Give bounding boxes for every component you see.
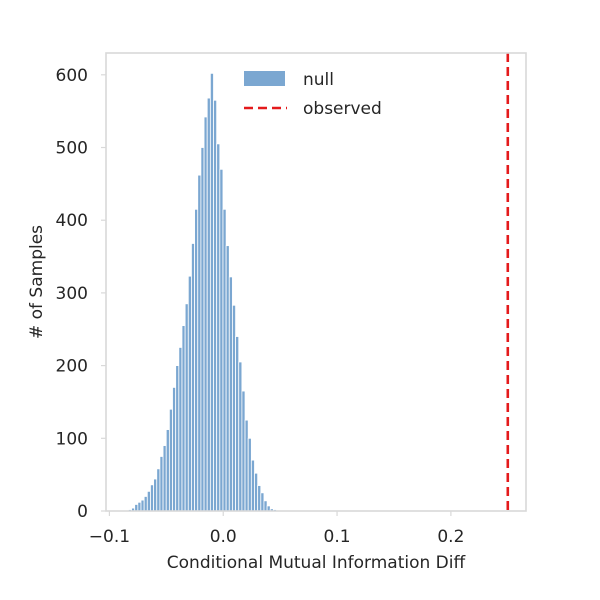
y-tick-label: 100 — [56, 429, 88, 449]
x-tick-label: −0.1 — [89, 527, 130, 547]
histogram-bar — [197, 174, 202, 512]
histogram-bars — [124, 72, 284, 512]
y-tick-label: 200 — [56, 357, 88, 377]
histogram-bar — [247, 437, 252, 512]
legend-observed-label: observed — [303, 99, 382, 119]
legend-null-swatch — [244, 71, 285, 86]
histogram-bar — [260, 492, 265, 512]
histogram-bar — [143, 496, 148, 512]
histogram-bar — [200, 147, 205, 512]
histogram-bar — [203, 116, 208, 512]
histogram-bar — [206, 97, 211, 512]
histogram-bar — [238, 361, 243, 512]
histogram-bar — [168, 408, 173, 512]
y-axis-ticks: 0 100 200 300 400 500 600 — [56, 66, 106, 522]
histogram-bar — [241, 390, 246, 512]
histogram-bar — [184, 303, 189, 512]
y-tick-label: 400 — [56, 211, 88, 231]
histogram-bar — [156, 468, 161, 512]
histogram-bar — [219, 168, 224, 512]
histogram-bar — [194, 208, 199, 512]
histogram-bar — [187, 275, 192, 512]
histogram-bar — [225, 245, 230, 512]
histogram-bar — [172, 387, 177, 512]
histogram-bar — [263, 500, 268, 512]
y-tick-label: 500 — [56, 139, 88, 159]
histogram-bar — [165, 429, 170, 512]
histogram-bar — [178, 347, 183, 512]
histogram-bar — [216, 143, 221, 512]
x-tick-label: 0.0 — [210, 527, 237, 547]
histogram-bar — [235, 336, 240, 512]
y-tick-label: 0 — [77, 502, 88, 522]
histogram-bar — [159, 456, 164, 512]
histogram-bar — [150, 484, 155, 512]
histogram-bar — [257, 485, 262, 512]
histogram-bar — [140, 499, 145, 512]
x-axis-label: Conditional Mutual Information Diff — [167, 553, 467, 573]
histogram-bar — [153, 478, 158, 512]
histogram-bar — [213, 99, 218, 512]
x-tick-label: 0.1 — [324, 527, 351, 547]
histogram-bar — [244, 419, 249, 512]
x-tick-label: 0.2 — [437, 527, 464, 547]
histogram-bar — [146, 490, 151, 512]
legend: null observed — [244, 70, 382, 119]
histogram-bar — [254, 472, 259, 512]
histogram-bar — [137, 501, 142, 512]
histogram-bar — [222, 208, 227, 512]
x-axis-ticks: −0.1 0.0 0.1 0.2 — [89, 511, 464, 547]
y-tick-label: 300 — [56, 284, 88, 304]
plot-frame — [105, 52, 527, 512]
histogram-bar — [232, 304, 236, 512]
histogram-bar — [250, 459, 255, 512]
legend-null-label: null — [303, 70, 334, 90]
histogram-bar — [181, 325, 186, 512]
histogram-bar — [191, 243, 195, 512]
histogram-bar — [228, 276, 233, 512]
histogram-bar — [162, 445, 167, 512]
histogram-bar — [134, 504, 139, 512]
y-axis-label: # of Samples — [27, 225, 47, 339]
y-tick-label: 600 — [56, 66, 88, 86]
histogram-bar — [175, 365, 180, 512]
histogram-bar — [209, 72, 214, 512]
